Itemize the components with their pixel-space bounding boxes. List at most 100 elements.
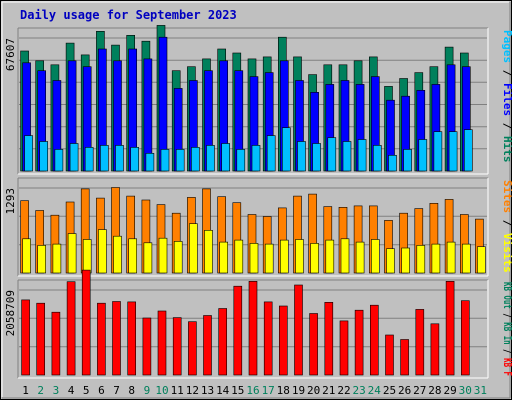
x-tick-label-day-24: 24 bbox=[368, 384, 382, 397]
bar-pages-day-25 bbox=[388, 155, 397, 172]
bar-kb-f-day-4 bbox=[66, 281, 76, 376]
bar-kb-f-day-12 bbox=[188, 321, 197, 376]
bar-kb-f-day-22 bbox=[339, 320, 349, 376]
x-tick-label-day-28: 28 bbox=[428, 384, 441, 397]
bar-visits-day-13 bbox=[204, 230, 213, 274]
bar-pages-day-3 bbox=[54, 149, 64, 172]
bar-pages-day-12 bbox=[191, 147, 200, 172]
x-tick-label-day-20: 20 bbox=[307, 384, 320, 397]
x-tick-label-day-12: 12 bbox=[186, 384, 199, 397]
panel-visits-sites: 1293 Sites / Visits bbox=[4, 177, 512, 277]
bar-kb-f-day-29 bbox=[445, 280, 455, 376]
bar-visits-day-25 bbox=[386, 248, 395, 274]
bar-visits-day-17 bbox=[264, 243, 274, 274]
bar-pages-day-28 bbox=[433, 131, 443, 172]
bar-visits-day-27 bbox=[416, 245, 426, 274]
bar-visits-day-12 bbox=[189, 223, 198, 274]
bar-visits-day-9 bbox=[143, 242, 153, 274]
y-tick-label: 2058709 bbox=[4, 290, 17, 336]
bar-visits-day-26 bbox=[401, 247, 410, 274]
bar-kb-f-day-19 bbox=[294, 284, 303, 376]
legend-visits-sites: Sites / Visits bbox=[501, 180, 512, 273]
bar-visits-day-2 bbox=[37, 245, 47, 274]
x-tick-label-day-27: 27 bbox=[413, 384, 426, 397]
legend-entry: Hits bbox=[501, 136, 512, 163]
bar-pages-day-2 bbox=[39, 141, 49, 172]
bar-kb-f-day-11 bbox=[172, 317, 182, 376]
x-tick-label-day-31: 31 bbox=[474, 384, 487, 397]
bar-pages-day-11 bbox=[175, 149, 185, 172]
bar-visits-day-29 bbox=[446, 241, 456, 274]
bar-pages-day-10 bbox=[160, 149, 170, 172]
legend-entry: / bbox=[501, 116, 512, 136]
bar-kb-f-day-23 bbox=[354, 309, 364, 376]
bar-kb-f-day-24 bbox=[369, 304, 379, 376]
bar-visits-day-14 bbox=[219, 241, 228, 274]
bar-kb-f-day-8 bbox=[127, 301, 136, 376]
x-tick-label-day-25: 25 bbox=[383, 384, 396, 397]
bar-pages-day-16 bbox=[251, 145, 261, 172]
bar-kb-f-day-25 bbox=[385, 334, 394, 376]
legend-kbf-kbin-kbout: KB Out / KB In / KB F bbox=[501, 282, 512, 376]
x-tick-label-day-16: 16 bbox=[246, 384, 259, 397]
x-tick-label-day-22: 22 bbox=[337, 384, 350, 397]
legend-hits-files-pages: Pages / Files / Hits bbox=[501, 30, 512, 163]
bar-pages-day-17 bbox=[266, 135, 276, 172]
bar-pages-day-18 bbox=[281, 127, 291, 172]
bar-visits-day-21 bbox=[325, 239, 335, 274]
x-tick-label-day-29: 29 bbox=[443, 384, 456, 397]
bar-kb-f-day-18 bbox=[278, 305, 288, 376]
bar-visits-day-11 bbox=[173, 241, 183, 274]
bar-kb-f-day-2 bbox=[36, 302, 46, 376]
bar-kb-f-day-21 bbox=[324, 301, 334, 376]
y-tick-label: 1293 bbox=[4, 188, 17, 215]
bar-pages-day-26 bbox=[403, 149, 412, 172]
bar-visits-day-30 bbox=[461, 243, 471, 274]
legend-entry: / bbox=[501, 309, 512, 322]
bar-kb-f-day-6 bbox=[97, 302, 106, 376]
x-tick-label-day-30: 30 bbox=[459, 384, 472, 397]
bar-kb-f-day-27 bbox=[415, 309, 425, 376]
bar-kb-f-day-3 bbox=[51, 311, 61, 376]
x-tick-label-day-9: 9 bbox=[144, 384, 151, 397]
x-tick-label-day-11: 11 bbox=[171, 384, 184, 397]
bar-visits-day-15 bbox=[234, 239, 244, 274]
bar-kb-f-day-16 bbox=[248, 280, 258, 376]
x-tick-label-day-21: 21 bbox=[322, 384, 335, 397]
bar-pages-day-23 bbox=[357, 139, 367, 172]
bar-pages-day-29 bbox=[448, 131, 458, 172]
bar-pages-day-15 bbox=[236, 149, 246, 172]
bar-visits-day-23 bbox=[355, 241, 365, 274]
bar-pages-day-6 bbox=[100, 145, 109, 172]
legend-entry: KB In bbox=[501, 322, 512, 344]
legend-entry: KB Out bbox=[501, 282, 512, 309]
bar-visits-day-3 bbox=[52, 243, 62, 274]
bar-kb-f-day-17 bbox=[263, 301, 273, 376]
x-tick-label-day-2: 2 bbox=[37, 384, 44, 397]
legend-entry: Sites bbox=[501, 180, 512, 213]
bar-pages-day-22 bbox=[342, 141, 352, 172]
legend-entry: / bbox=[501, 345, 512, 358]
x-tick-label-day-6: 6 bbox=[98, 384, 105, 397]
bar-visits-day-5 bbox=[82, 239, 92, 274]
bar-pages-day-13 bbox=[206, 145, 215, 172]
x-tick-label-day-4: 4 bbox=[68, 384, 75, 397]
bar-kb-f-day-26 bbox=[400, 339, 409, 376]
y-tick-label: 67607 bbox=[4, 38, 17, 71]
x-axis-labels: 1 2 3 4 5 6 7 8 9 10 11 12 13 14 15 16 17 18 19 20 21 22 23 24 2… bbox=[22, 384, 487, 397]
bar-pages-day-21 bbox=[327, 137, 337, 172]
bar-visits-day-28 bbox=[431, 243, 441, 274]
bar-visits-day-16 bbox=[249, 243, 259, 274]
bar-visits-day-19 bbox=[295, 239, 304, 274]
legend-entry: Pages bbox=[501, 30, 512, 63]
bar-pages-day-24 bbox=[372, 145, 382, 172]
bar-pages-day-20 bbox=[312, 143, 321, 172]
chart-title: Daily usage for September 2023 bbox=[20, 8, 237, 22]
legend-entry: / bbox=[501, 213, 512, 233]
x-tick-label-day-26: 26 bbox=[398, 384, 411, 397]
bar-visits-day-7 bbox=[113, 235, 122, 274]
bar-pages-day-8 bbox=[130, 147, 139, 172]
bar-pages-day-27 bbox=[418, 139, 428, 172]
x-tick-label-day-7: 7 bbox=[113, 384, 120, 397]
